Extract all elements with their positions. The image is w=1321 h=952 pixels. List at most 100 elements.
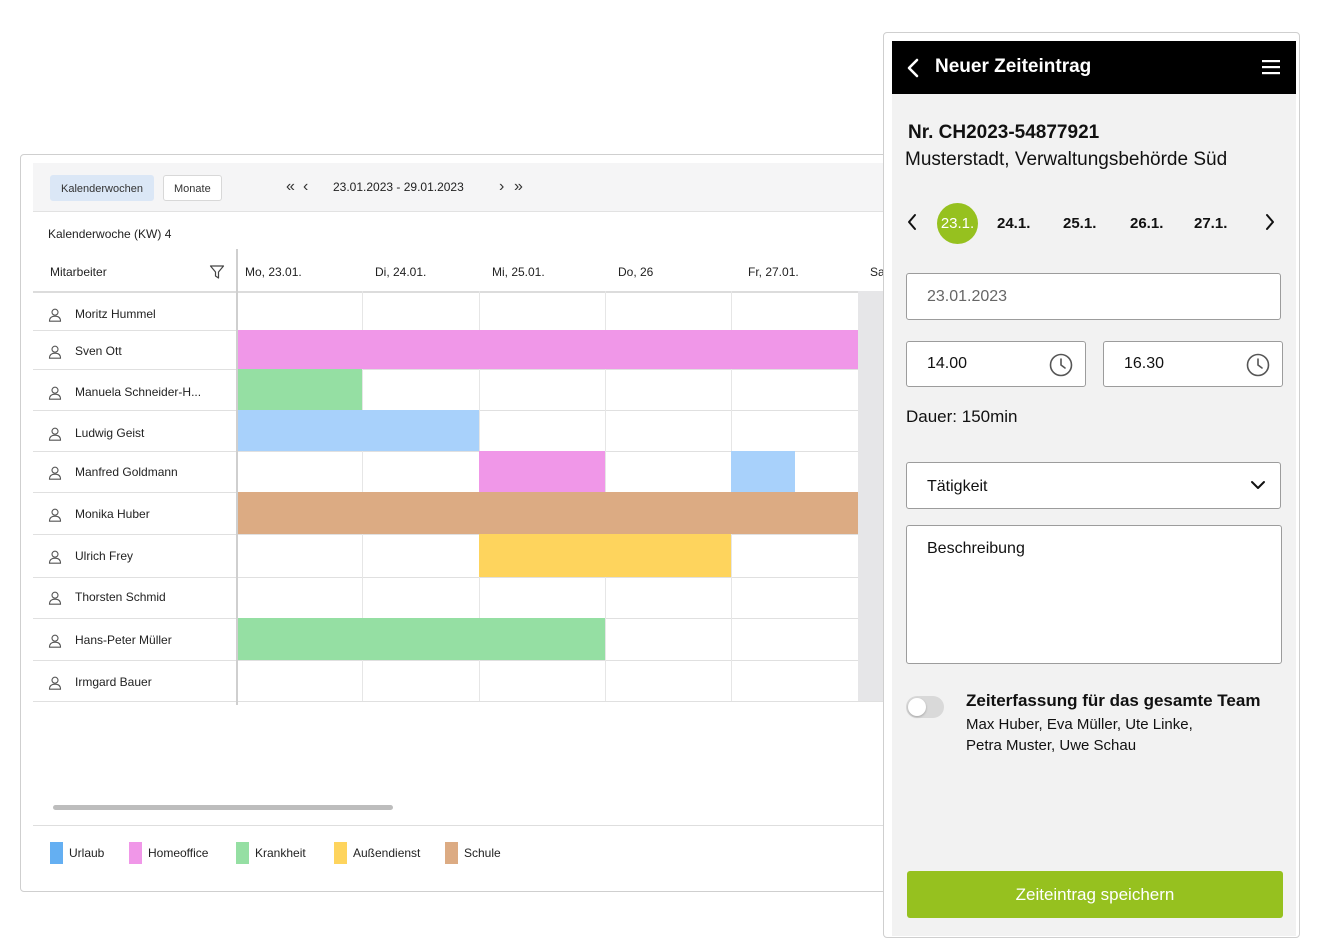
prev-date-icon[interactable]	[906, 213, 918, 231]
save-button[interactable]: Zeiteintrag speichern	[907, 871, 1283, 918]
person-icon	[48, 427, 62, 441]
day-cell[interactable]	[236, 577, 362, 618]
person-icon	[48, 308, 62, 322]
employee-name: Ulrich Frey	[75, 549, 134, 563]
absence-bar[interactable]	[479, 451, 605, 492]
day-cell[interactable]	[236, 534, 362, 577]
date-selector: 23.1. 24.1. 25.1. 26.1. 27.1.	[892, 203, 1296, 247]
order-number: Nr. CH2023-54877921	[908, 122, 1100, 143]
person-icon	[48, 345, 62, 359]
day-cell[interactable]	[731, 660, 858, 701]
column-divider	[236, 249, 238, 705]
clock-icon[interactable]	[1246, 353, 1270, 377]
day-cell[interactable]	[605, 291, 731, 330]
day-cell[interactable]	[236, 291, 362, 330]
date-chip[interactable]: 26.1.	[1130, 215, 1164, 232]
view-months-button[interactable]: Monate	[163, 175, 222, 201]
day-cell[interactable]	[731, 291, 858, 330]
person-icon	[48, 550, 62, 564]
day-cell[interactable]	[731, 410, 858, 451]
employee-name: Moritz Hummel	[75, 307, 156, 321]
time-to-field[interactable]: 16.30	[1103, 341, 1283, 387]
team-members-line-2: Petra Muster, Uwe Schau	[966, 737, 1137, 754]
day-cell[interactable]	[479, 369, 605, 410]
day-cell[interactable]	[605, 618, 731, 660]
clock-icon[interactable]	[1049, 353, 1073, 377]
day-cell[interactable]	[731, 577, 858, 618]
back-arrow-icon[interactable]	[906, 58, 920, 78]
filter-icon[interactable]	[209, 264, 225, 280]
day-header-fri: Fr, 27.01.	[748, 265, 799, 279]
day-header-thu: Do, 26	[618, 265, 654, 279]
next-date-icon[interactable]	[1264, 213, 1276, 231]
date-chip[interactable]: 24.1.	[997, 215, 1031, 232]
time-from-value: 14.00	[927, 355, 968, 372]
team-toggle[interactable]	[906, 696, 944, 718]
day-cell[interactable]	[731, 369, 858, 410]
person-icon	[48, 508, 62, 522]
table-row: Sven Ott	[33, 330, 921, 370]
week-label: Kalenderwoche (KW) 4	[48, 227, 172, 241]
day-cell[interactable]	[479, 410, 605, 451]
team-members-line-1: Max Huber, Eva Müller, Ute Linke,	[966, 716, 1193, 733]
day-cell[interactable]	[362, 577, 479, 618]
absence-bar[interactable]	[479, 534, 731, 577]
date-range: 23.01.2023 - 29.01.2023	[333, 180, 464, 194]
day-cell[interactable]	[605, 660, 731, 701]
day-cell[interactable]	[362, 369, 479, 410]
description-field[interactable]: Beschreibung	[906, 525, 1282, 664]
legend-swatch	[236, 842, 249, 864]
activity-select[interactable]: Tätigkeit	[906, 462, 1281, 509]
day-cell[interactable]	[479, 660, 605, 701]
employee-column-title: Mitarbeiter	[50, 265, 107, 279]
table-row: Moritz Hummel	[33, 291, 921, 331]
day-cell[interactable]	[362, 660, 479, 701]
date-chip[interactable]: 27.1.	[1194, 215, 1228, 232]
day-cell[interactable]	[605, 410, 731, 451]
day-cell[interactable]	[236, 451, 362, 492]
person-icon	[48, 676, 62, 690]
day-cell[interactable]	[236, 660, 362, 701]
absence-bar[interactable]	[236, 492, 858, 534]
time-entry-screen: Neuer Zeiteintrag Nr. CH2023-54877921 Mu…	[892, 41, 1296, 936]
nav-prev-icon[interactable]: ‹	[303, 178, 309, 195]
time-from-field[interactable]: 14.00	[906, 341, 1086, 387]
employee-name: Manuela Schneider-H...	[75, 385, 202, 399]
legend-label: Schule	[464, 846, 501, 860]
grid-header: Mitarbeiter Mo, 23.01. Di, 24.01. Mi, 25…	[33, 249, 921, 293]
absence-bar[interactable]	[731, 451, 795, 492]
employee-name: Ludwig Geist	[75, 426, 145, 440]
person-icon	[48, 634, 62, 648]
day-cell[interactable]	[479, 291, 605, 330]
day-cell[interactable]	[362, 291, 479, 330]
day-cell[interactable]	[362, 451, 479, 492]
day-header-sat: Sa	[870, 265, 885, 279]
nav-first-icon[interactable]: «	[286, 178, 295, 195]
time-entry-panel: Neuer Zeiteintrag Nr. CH2023-54877921 Mu…	[883, 32, 1300, 938]
duration-text: Dauer: 150min	[906, 407, 1018, 426]
day-cell[interactable]	[605, 451, 731, 492]
view-weeks-button[interactable]: Kalenderwochen	[50, 175, 154, 201]
day-cell[interactable]	[479, 577, 605, 618]
absence-bar[interactable]	[236, 410, 479, 451]
chevron-down-icon	[1251, 481, 1265, 489]
day-cell[interactable]	[362, 534, 479, 577]
hamburger-menu-icon[interactable]	[1261, 58, 1281, 76]
day-cell[interactable]	[605, 369, 731, 410]
absence-bar[interactable]	[236, 369, 362, 410]
person-icon	[48, 591, 62, 605]
date-field[interactable]: 23.01.2023	[906, 273, 1281, 320]
day-cell[interactable]	[605, 577, 731, 618]
absence-bar[interactable]	[236, 330, 858, 369]
nav-last-icon[interactable]: »	[514, 178, 523, 195]
day-cell[interactable]	[731, 618, 858, 660]
day-cell[interactable]	[731, 534, 858, 577]
absence-bar[interactable]	[236, 618, 605, 660]
calendar-toolbar: Kalenderwochen Monate « ‹ 23.01.2023 - 2…	[33, 163, 921, 212]
table-row: Hans-Peter Müller	[33, 618, 921, 661]
horizontal-scrollbar[interactable]	[53, 805, 393, 810]
legend-swatch	[445, 842, 458, 864]
date-chip[interactable]: 23.1.	[937, 203, 978, 244]
nav-next-icon[interactable]: ›	[499, 178, 505, 195]
date-chip[interactable]: 25.1.	[1063, 215, 1097, 232]
